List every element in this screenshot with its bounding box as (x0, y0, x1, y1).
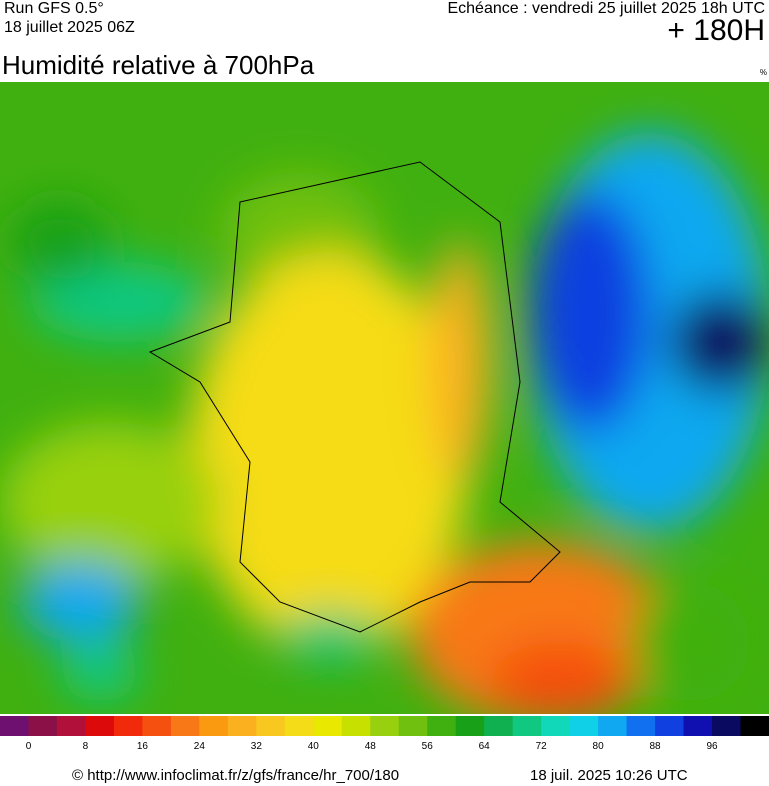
model-label: Run GFS 0.5° (4, 0, 104, 17)
colorbar-cell (170, 716, 200, 736)
colorbar-cell (598, 716, 628, 736)
colorbar-label: 8 (83, 741, 89, 752)
colorbar-label: 40 (308, 741, 320, 752)
colorbar-label: 32 (251, 741, 263, 752)
colorbar (0, 716, 769, 736)
colorbar-cell (398, 716, 428, 736)
colorbar-cell (56, 716, 86, 736)
generated-label: 18 juil. 2025 10:26 UTC (530, 767, 688, 784)
colorbar-cell (370, 716, 400, 736)
colorbar-cell (85, 716, 115, 736)
colorbar-cell (655, 716, 685, 736)
colorbar-label: 88 (650, 741, 662, 752)
colorbar-label: 24 (194, 741, 206, 752)
colorbar-label: 80 (593, 741, 605, 752)
colorbar-cell (28, 716, 58, 736)
source-label: © http://www.infoclimat.fr/z/gfs/france/… (72, 767, 400, 784)
colorbar-label: 64 (479, 741, 491, 752)
colorbar-cell (227, 716, 257, 736)
colorbar-cell (626, 716, 656, 736)
colorbar-cell (113, 716, 143, 736)
colorbar-label: 72 (536, 741, 548, 752)
colorbar-cell (284, 716, 314, 736)
colorbar-cell (569, 716, 599, 736)
colorbar-label: 48 (365, 741, 377, 752)
colorbar-labels: 0 8 16 24 32 40 48 56 64 72 80 88 96 (26, 741, 718, 752)
lead-label: + 180H (667, 14, 765, 47)
colorbar-cell (712, 716, 742, 736)
colorbar-cell (256, 716, 286, 736)
colorbar-cell (341, 716, 371, 736)
colorbar-cell (740, 716, 769, 736)
colorbar-cell (142, 716, 172, 736)
colorbar-cell (0, 716, 29, 736)
colorbar-cell (541, 716, 571, 736)
run-label: 18 juillet 2025 06Z (4, 19, 135, 36)
colorbar-cell (455, 716, 485, 736)
colorbar-cell (512, 716, 542, 736)
colorbar-label: 56 (422, 741, 434, 752)
colorbar-label: 0 (26, 741, 32, 752)
colorbar-label: 16 (137, 741, 149, 752)
colorbar-cell (427, 716, 457, 736)
map (0, 82, 769, 714)
colorbar-label: 96 (706, 741, 718, 752)
colorbar-cell (683, 716, 713, 736)
colorbar-cell (199, 716, 229, 736)
colorbar-cell (313, 716, 343, 736)
map-title: Humidité relative à 700hPa (2, 50, 315, 80)
colorbar-cell (484, 716, 514, 736)
valid-label: Echéance : vendredi 25 juillet 2025 18h … (447, 0, 765, 17)
unit-label: % (759, 68, 767, 77)
